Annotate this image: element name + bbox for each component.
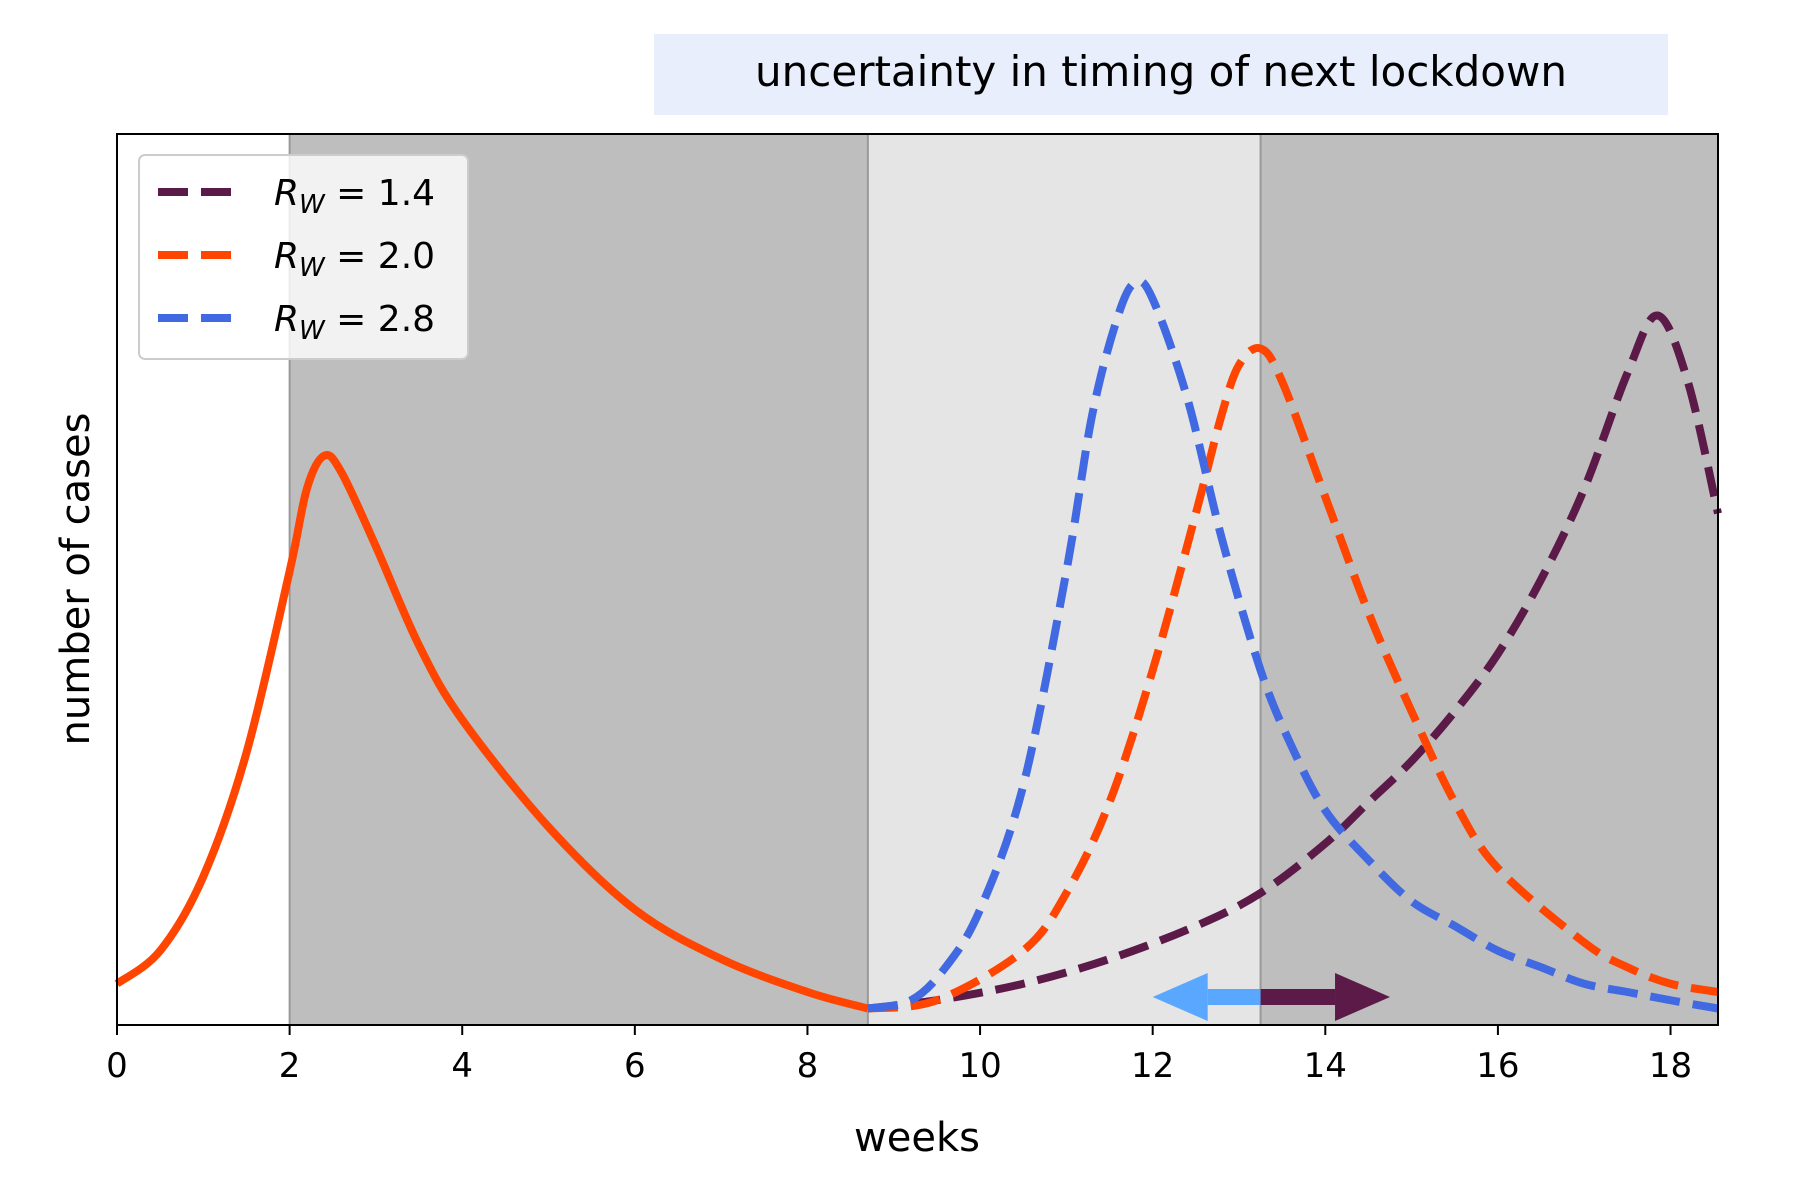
legend-label: RW = 2.8 <box>274 299 435 346</box>
x-tick-label: 2 <box>279 1046 301 1086</box>
series-lines <box>114 277 1722 1013</box>
x-tick-label: 4 <box>451 1046 473 1086</box>
plot-frame <box>116 133 1719 1026</box>
timing-arrows <box>1152 973 1391 1021</box>
x-tick-label: 18 <box>1649 1046 1692 1086</box>
x-tick-label: 8 <box>797 1046 819 1086</box>
chart-title: uncertainty in timing of next lockdown <box>755 47 1567 96</box>
legend-label: RW = 1.4 <box>274 173 435 220</box>
series-line-solid <box>114 451 869 1013</box>
title-box <box>654 34 1668 115</box>
x-tick-label: 10 <box>958 1046 1001 1086</box>
legend: RW = 1.4 RW = 2.0 RW = 2.8 <box>138 154 469 360</box>
shaded-regions <box>289 134 1718 1025</box>
x-tick-label: 16 <box>1476 1046 1519 1086</box>
series-line-dashed <box>867 344 1719 1013</box>
arrow-head <box>1152 973 1208 1021</box>
legend-label: RW = 2.0 <box>274 236 435 283</box>
x-tick-label: 14 <box>1304 1046 1347 1086</box>
series-line-dashed <box>867 277 1719 1013</box>
arrow-head <box>1335 973 1391 1021</box>
x-axis-ticks: 0 2 4 6 8 10 12 14 16 18 <box>106 1025 1692 1086</box>
x-tick-label: 6 <box>624 1046 646 1086</box>
y-axis-label: number of cases <box>53 413 99 746</box>
series-line-dashed <box>867 311 1722 1013</box>
legend-box <box>138 154 469 360</box>
x-axis-label: weeks <box>854 1115 980 1161</box>
x-tick-label: 0 <box>106 1046 128 1086</box>
shaded-region-dark <box>1260 134 1718 1025</box>
x-tick-label: 12 <box>1131 1046 1174 1086</box>
